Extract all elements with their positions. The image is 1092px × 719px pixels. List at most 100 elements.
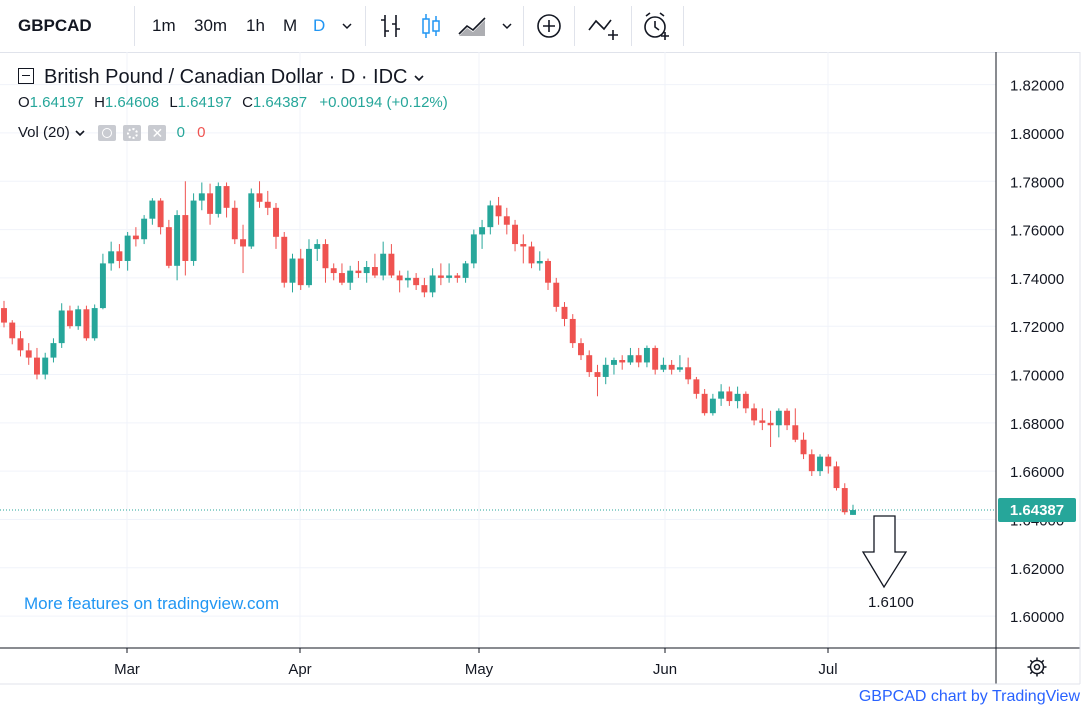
candle-body (561, 306, 568, 319)
price-tick-label: 1.78000 (1010, 174, 1064, 191)
candle-body (676, 367, 683, 370)
chevron-down-icon[interactable] (340, 0, 360, 52)
candle-body (314, 244, 321, 249)
toolbar-divider (574, 6, 575, 46)
candle-body (503, 216, 510, 225)
candle-body (99, 263, 106, 309)
candle-body (363, 267, 370, 274)
candle-body (446, 275, 453, 278)
candle-body (479, 227, 486, 235)
candle-body (1, 308, 7, 323)
settings-gear-icon[interactable] (1027, 657, 1047, 677)
symbol-search[interactable]: GBPCAD (18, 16, 92, 35)
time-tick-label: Mar (114, 661, 140, 678)
candle-body (817, 456, 823, 472)
candle-body (800, 439, 807, 455)
low-value: 1.64197 (177, 94, 232, 111)
candle-body (273, 207, 279, 237)
candle-body (371, 267, 378, 276)
candle-body (767, 422, 774, 426)
candle-body (569, 318, 576, 344)
candle-body (355, 270, 362, 274)
candle-body (693, 379, 700, 394)
candle-body (215, 186, 222, 214)
candle-body (495, 205, 502, 217)
price-tick-label: 1.74000 (1010, 271, 1064, 288)
candle-body (841, 488, 848, 513)
attribution-link[interactable]: GBPCAD chart by TradingView (858, 688, 1080, 705)
candle-body (825, 456, 832, 467)
collapse-icon[interactable] (18, 67, 34, 84)
down-arrow-annotation[interactable] (861, 515, 908, 589)
candle-body (528, 246, 535, 264)
time-tick-label: May (465, 661, 494, 678)
price-tick-label: 1.68000 (1010, 416, 1064, 433)
candle-body (553, 282, 560, 307)
candle-body (198, 193, 205, 201)
chevron-down-icon[interactable] (74, 127, 86, 139)
candle-body (306, 248, 312, 286)
candle-body (124, 235, 131, 261)
compare-icon[interactable] (587, 0, 621, 52)
candle-body (231, 207, 238, 240)
interval-month[interactable]: M (283, 16, 298, 35)
candle-body (83, 309, 90, 339)
candle-body (297, 258, 304, 286)
candle-body (701, 393, 708, 414)
gear-icon[interactable] (123, 125, 142, 142)
candle-body (182, 215, 189, 261)
low-label: L (169, 94, 178, 111)
alert-icon[interactable] (642, 0, 672, 52)
candle-body (775, 410, 782, 426)
close-icon[interactable]: ✕ (148, 125, 167, 142)
candle-body (347, 270, 354, 283)
eye-icon[interactable] (98, 125, 117, 142)
candle-body (66, 310, 73, 327)
candle-body (174, 215, 181, 266)
candle-body (165, 227, 172, 266)
candle-body (25, 350, 32, 358)
candles-icon[interactable] (418, 0, 444, 52)
candle-body (660, 364, 667, 370)
candle-body (520, 244, 527, 247)
price-tick-label: 1.62000 (1010, 561, 1064, 578)
interval-30m[interactable]: 30m (194, 16, 228, 35)
symbol-description[interactable]: British Pound / Canadian Dollar · D · ID… (44, 66, 408, 88)
promo-link[interactable]: More features on tradingview.com (24, 594, 280, 613)
interval-1m[interactable]: 1m (152, 16, 176, 35)
chart-grid (0, 52, 996, 648)
candle-body (742, 393, 749, 409)
candle-body (470, 234, 477, 264)
candle-body (685, 367, 692, 380)
close-label: C (242, 94, 253, 111)
interval-day[interactable]: D (313, 16, 326, 35)
candle-body (437, 275, 444, 278)
candle-body (58, 310, 65, 344)
add-indicator-icon[interactable] (535, 0, 563, 52)
candle-body (388, 253, 395, 276)
candle-body (709, 398, 716, 414)
chevron-down-icon[interactable] (413, 72, 425, 84)
candle-body (718, 391, 725, 399)
candle-body (536, 260, 543, 264)
candle-body (792, 425, 799, 440)
volume-label[interactable]: Vol (20) (18, 124, 70, 141)
interval-1h[interactable]: 1h (246, 16, 265, 35)
candle-body (264, 201, 271, 208)
candle-body (116, 251, 123, 261)
candle-body (487, 205, 494, 228)
high-label: H (94, 94, 105, 111)
ohlc-values: O1.64197 H1.64608 L1.64197 C1.64387 +0.0… (18, 94, 448, 111)
chevron-down-icon[interactable] (500, 0, 520, 52)
candle-body (157, 200, 164, 228)
candle-body (256, 193, 263, 202)
price-tick-label: 1.60000 (1010, 609, 1064, 626)
area-icon[interactable] (457, 0, 489, 52)
bar-style-icon[interactable] (378, 0, 404, 52)
candle-body (462, 263, 469, 278)
candle-body (784, 410, 791, 426)
price-tick-label: 1.66000 (1010, 464, 1064, 481)
candle-body (404, 277, 411, 281)
toolbar-divider (365, 6, 366, 46)
